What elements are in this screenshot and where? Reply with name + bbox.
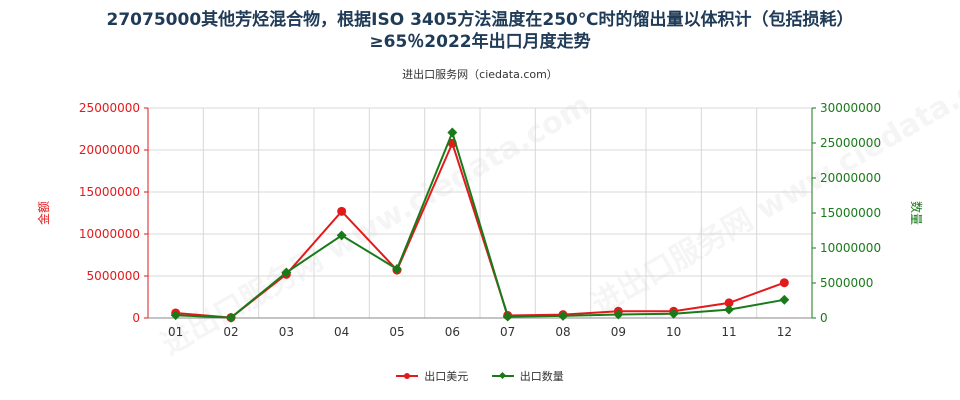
y-left-tick-label: 10000000	[79, 227, 140, 241]
y-left-tick-label: 20000000	[79, 143, 140, 157]
series-quantity-point	[779, 294, 790, 305]
legend-item-quantity[interactable]: 出口数量	[491, 368, 564, 384]
series-quantity-point	[558, 310, 568, 321]
x-tick-label: 05	[389, 325, 404, 339]
legend-amount-label: 出口美元	[424, 370, 469, 383]
chart-legend: 出口美元 出口数量	[0, 367, 960, 384]
y-right-tick-label: 30000000	[820, 101, 881, 115]
series-quantity-point	[502, 311, 513, 322]
x-tick-label: 09	[611, 325, 626, 339]
series-amount-point	[724, 298, 734, 308]
y-left-tick-label: 0	[132, 311, 140, 325]
x-tick-label: 11	[721, 325, 736, 339]
x-tick-label: 02	[223, 325, 238, 339]
y-right-tick-label: 20000000	[820, 171, 881, 185]
series-quantity-point	[392, 264, 402, 274]
y-axis-left-title: 金额	[36, 201, 51, 225]
y-left-tick-label: 25000000	[79, 101, 140, 115]
x-tick-label: 10	[666, 325, 681, 339]
x-tick-label: 08	[555, 325, 570, 339]
series-quantity-point	[447, 127, 458, 138]
y-left-tick-label: 5000000	[87, 269, 140, 283]
series-quantity-line	[175, 129, 785, 319]
legend-quantity-line-icon	[491, 371, 514, 380]
series-quantity-point	[724, 304, 734, 315]
series-quantity-point	[281, 267, 292, 278]
x-tick-label: 01	[168, 325, 183, 339]
legend-amount-line-icon	[396, 373, 419, 379]
series-amount-point	[779, 278, 789, 288]
chart-title: 27075000其他芳烃混合物，根据ISO 3405方法温度在250℃时的馏出量…	[106, 10, 854, 30]
chart-subtitle: 进出口服务网（ciedata.com）	[402, 68, 558, 81]
legend-item-amount[interactable]: 出口美元	[396, 368, 468, 384]
series-quantity-point	[336, 230, 347, 241]
x-tick-label: 03	[279, 325, 294, 339]
x-tick-label: 04	[334, 325, 349, 339]
chart-title-line2: ≥65％2022年出口月度走势	[369, 32, 591, 52]
y-right-tick-label: 25000000	[820, 136, 881, 150]
legend-quantity-label: 出口数量	[519, 370, 564, 383]
y-right-tick-label: 5000000	[820, 276, 873, 290]
y-left-tick-label: 15000000	[79, 185, 140, 199]
x-tick-label: 07	[500, 325, 515, 339]
series-quantity-point	[226, 312, 236, 323]
series-quantity-point	[668, 308, 679, 319]
series-quantity-point	[170, 310, 181, 321]
y-right-tick-label: 15000000	[820, 206, 881, 220]
y-axis-right-title: 数量	[909, 201, 924, 225]
series-quantity-point	[613, 309, 624, 320]
series-amount-line	[175, 140, 785, 319]
y-right-tick-label: 10000000	[820, 241, 881, 255]
x-tick-label: 12	[777, 325, 792, 339]
series-amount-point	[337, 206, 347, 216]
x-tick-label: 06	[445, 325, 460, 339]
y-right-tick-label: 0	[820, 311, 828, 325]
